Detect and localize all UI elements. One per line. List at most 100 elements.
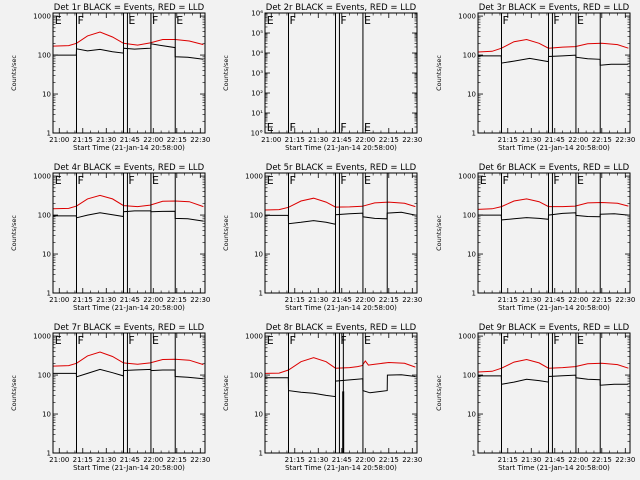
marker-f-top: F xyxy=(152,14,158,27)
marker-f-top: F xyxy=(503,14,509,27)
x-tick-label: 21:15 xyxy=(498,456,518,464)
x-tick-label: 21:30 xyxy=(308,456,328,464)
y-tick-label: 100 xyxy=(250,372,263,380)
y-axis-label: Counts/sec xyxy=(222,375,230,411)
x-tick-label: 21:15 xyxy=(73,456,93,464)
x-tick-label: 22:30 xyxy=(615,296,635,304)
chart-title: Det 1r BLACK = Events, RED = LLD xyxy=(54,3,205,13)
marker-f-top: F xyxy=(78,334,84,347)
series-line-events xyxy=(265,374,416,398)
marker-e-top: E xyxy=(55,334,62,347)
marker-e-top: E xyxy=(55,14,62,27)
marker-e-top: E xyxy=(364,14,371,27)
y-tick-label: 100 xyxy=(250,212,263,220)
x-tick-label: 21:45 xyxy=(120,456,140,464)
x-tick-label: 22:00 xyxy=(355,136,375,144)
x-tick-label: 21:15 xyxy=(73,296,93,304)
x-tick-label: 21:30 xyxy=(521,136,541,144)
y-axis-label: Counts/sec xyxy=(435,375,443,411)
plot-frame xyxy=(264,332,418,454)
chart-panel-det2: Det 2r BLACK = Events, RED = LLD 10° 10¹ 10… xyxy=(222,3,422,152)
marker-e-top: E xyxy=(128,14,135,27)
y-axis-label: Counts/sec xyxy=(10,375,18,411)
x-tick-label: 22:30 xyxy=(190,456,210,464)
x-tick-label: 21:30 xyxy=(521,296,541,304)
y-tick-label: 10 xyxy=(42,251,51,259)
marker-f-top: F xyxy=(553,334,559,347)
y-tick-label: 1000 xyxy=(245,173,263,181)
x-tick-label: 21:45 xyxy=(545,136,565,144)
x-tick-label: 21:45 xyxy=(120,296,140,304)
chart-title: Det 2r BLACK = Events, RED = LLD xyxy=(266,3,417,13)
plot-frame xyxy=(477,332,631,454)
x-tick-label: 22:00 xyxy=(143,296,163,304)
chart-title: Det 4r BLACK = Events, RED = LLD xyxy=(54,163,205,173)
y-tick-label: 1 xyxy=(47,290,51,298)
x-tick-label: 21:45 xyxy=(545,456,565,464)
x-tick-label: 21:00 xyxy=(49,296,69,304)
marker-e-top: E xyxy=(267,14,274,27)
y-tick-label: 100 xyxy=(38,52,51,60)
y-tick-label: 10 xyxy=(254,411,263,419)
y-tick-label: 10⁶ xyxy=(251,10,263,18)
chart-panel-det7: Det 7r BLACK = Events, RED = LLD 1 10 100 10… xyxy=(10,323,210,472)
chart-panel-det1: Det 1r BLACK = Events, RED = LLD 1 10 100 10… xyxy=(10,3,210,152)
y-tick-label: 1 xyxy=(47,130,51,138)
marker-e-top: E xyxy=(152,334,159,347)
x-tick-label: 22:30 xyxy=(402,136,422,144)
marker-e-top: E xyxy=(152,174,159,187)
series-line-lld xyxy=(53,31,204,47)
plot-frame xyxy=(477,12,631,134)
x-tick-label: 22:15 xyxy=(592,136,612,144)
marker-e-top: E xyxy=(267,174,274,187)
x-tick-label: 22:00 xyxy=(568,296,588,304)
x-tick-label: 22:15 xyxy=(379,456,399,464)
y-tick-label: 10² xyxy=(251,90,263,98)
marker-f-top: F xyxy=(340,334,346,347)
chart-panel-det3: Det 3r BLACK = Events, RED = LLD 1 10 100 10… xyxy=(435,3,635,152)
series-line-events xyxy=(53,368,204,380)
x-tick-label: 22:15 xyxy=(379,136,399,144)
chart-title: Det 8r BLACK = Events, RED = LLD xyxy=(266,323,417,333)
x-tick-label: 21:15 xyxy=(285,456,305,464)
y-tick-label: 1000 xyxy=(33,173,51,181)
marker-f-top: F xyxy=(503,174,509,187)
x-axis-label: Start Time (21-Jan-14 20:58:00) xyxy=(285,304,397,312)
x-tick-label: 21:15 xyxy=(285,296,305,304)
x-axis-label: Start Time (21-Jan-14 20:58:00) xyxy=(498,304,610,312)
marker-f-top: F xyxy=(290,14,296,27)
marker-e-top: E xyxy=(364,334,371,347)
x-tick-label: 21:45 xyxy=(120,136,140,144)
marker-f-top: F xyxy=(290,334,296,347)
x-tick-label: 21:45 xyxy=(332,456,352,464)
series-group xyxy=(265,197,416,225)
series-group xyxy=(478,358,629,386)
y-axis-label: Counts/sec xyxy=(222,55,230,91)
y-tick-label: 100 xyxy=(38,372,51,380)
x-tick-label: 21:30 xyxy=(308,296,328,304)
x-tick-label: 22:30 xyxy=(190,136,210,144)
plot-frame xyxy=(264,12,418,134)
series-group xyxy=(478,198,629,221)
marker-f-top: F xyxy=(553,14,559,27)
series-line-lld xyxy=(53,351,204,367)
y-tick-label: 10 xyxy=(467,251,476,259)
x-tick-label: 22:00 xyxy=(355,296,375,304)
x-tick-label: 22:00 xyxy=(568,136,588,144)
x-axis-label: Start Time (21-Jan-14 20:58:00) xyxy=(73,304,185,312)
x-tick-label: 21:30 xyxy=(96,136,116,144)
y-tick-label: 10⁵ xyxy=(251,30,263,38)
x-tick-label: 22:30 xyxy=(615,136,635,144)
plot-frame xyxy=(477,172,631,294)
series-group xyxy=(478,38,629,66)
series-line-lld xyxy=(265,357,416,374)
marker-f-top: F xyxy=(78,14,84,27)
chart-title: Det 3r BLACK = Events, RED = LLD xyxy=(479,3,630,13)
y-tick-label: 1 xyxy=(47,450,51,458)
y-axis-label: Counts/sec xyxy=(10,55,18,91)
chart-title: Det 6r BLACK = Events, RED = LLD xyxy=(479,163,630,173)
y-tick-label: 10 xyxy=(42,411,51,419)
x-tick-label: 22:30 xyxy=(190,296,210,304)
y-tick-label: 10° xyxy=(251,130,263,138)
